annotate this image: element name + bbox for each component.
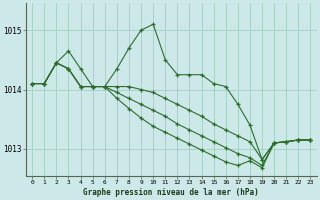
- X-axis label: Graphe pression niveau de la mer (hPa): Graphe pression niveau de la mer (hPa): [84, 188, 259, 197]
